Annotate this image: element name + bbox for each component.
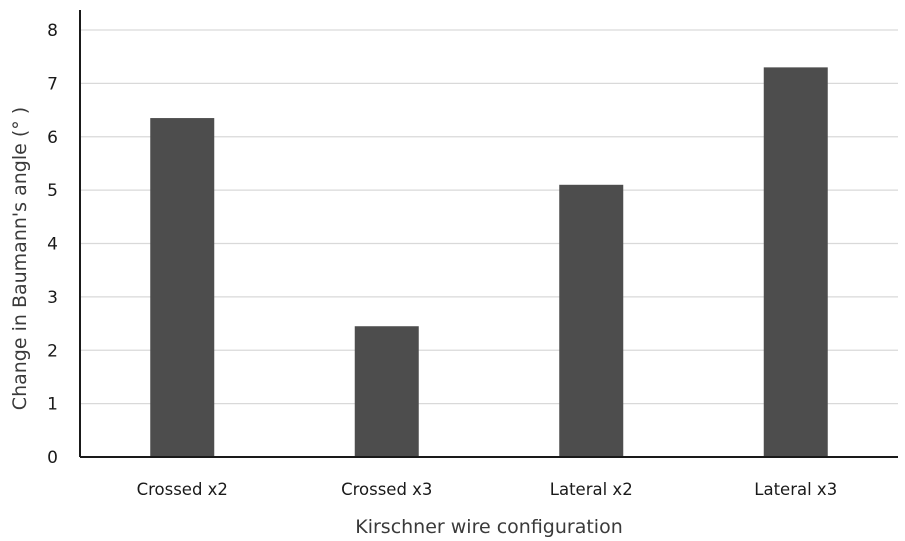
bar: [354, 326, 419, 457]
x-tick-label: Lateral x2: [550, 480, 633, 499]
x-tick-labels: Crossed x2 Crossed x3 Lateral x2 Lateral x3: [137, 480, 838, 499]
bar: [150, 118, 215, 457]
y-tick-label: 1: [47, 395, 58, 415]
y-axis-title: Change in Baumann's angle (° ): [9, 107, 31, 410]
y-tick-label: 0: [47, 448, 58, 468]
bar: [763, 67, 828, 458]
bar: [559, 184, 624, 457]
y-tick-labels: 0 1 2 3 4 5 6 7 8: [47, 21, 58, 468]
x-tick-label: Crossed x3: [341, 480, 432, 499]
y-tick-label: 7: [47, 74, 58, 94]
y-tick-label: 2: [47, 341, 58, 361]
y-tick-label: 8: [47, 21, 58, 41]
y-tick-label: 6: [47, 128, 58, 148]
x-tick-label: Crossed x2: [137, 480, 228, 499]
axes: [79, 10, 898, 458]
bars: [150, 67, 828, 458]
gridlines: [80, 29, 898, 405]
y-tick-label: 4: [47, 235, 58, 255]
x-tick-label: Lateral x3: [754, 480, 837, 499]
x-axis-title: Kirschner wire configuration: [355, 516, 623, 538]
y-tick-label: 3: [47, 288, 58, 308]
y-tick-label: 5: [47, 181, 58, 201]
